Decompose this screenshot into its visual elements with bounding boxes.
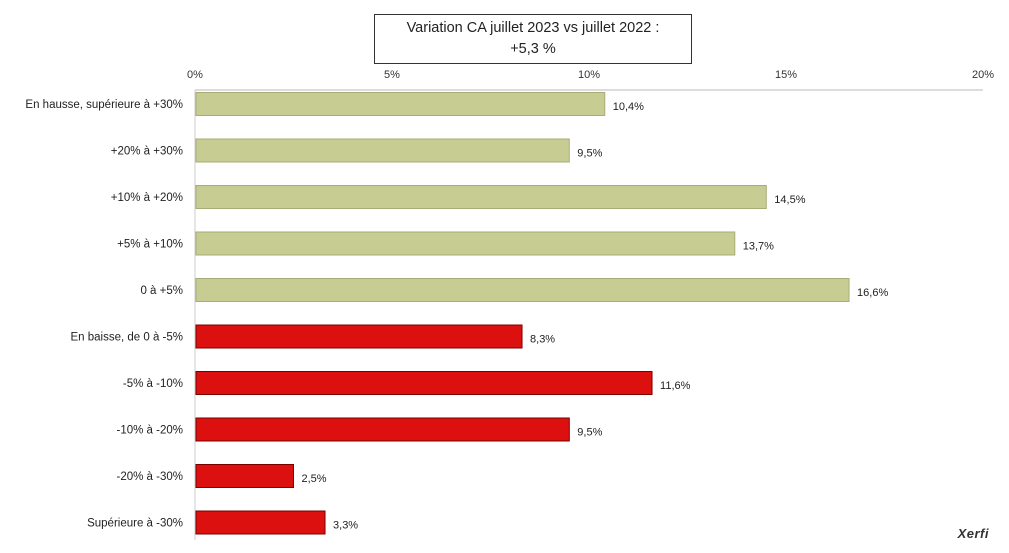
category-label: +10% à +20% [111, 192, 183, 204]
category-label: -10% à -20% [117, 425, 183, 437]
category-label: +20% à +30% [111, 146, 183, 158]
category-label: En hausse, supérieure à +30% [25, 99, 183, 111]
category-label: -20% à -30% [117, 471, 183, 483]
category-label: +5% à +10% [117, 239, 183, 251]
chart-title-line-1: Variation CA juillet 2023 vs juillet 202… [406, 20, 660, 36]
bar [195, 138, 570, 163]
bar [195, 92, 606, 116]
data-label: 13,7% [743, 241, 774, 253]
chart-title-line-2: +5,3 % [510, 41, 556, 57]
category-label: Supérieure à -30% [87, 518, 183, 530]
data-label: 8,3% [530, 334, 555, 346]
x-tick-label: 15% [775, 69, 797, 81]
bar [195, 371, 653, 395]
data-label: 9,5% [577, 427, 602, 439]
data-label: 9,5% [577, 148, 602, 160]
x-tick-label: 10% [578, 69, 600, 81]
data-label: 10,4% [613, 101, 644, 113]
data-label: 3,3% [333, 520, 358, 532]
category-label: 0 à +5% [140, 285, 183, 297]
bar [195, 417, 570, 442]
x-tick-label: 5% [384, 69, 400, 81]
category-label: En baisse, de 0 à -5% [70, 332, 183, 344]
bar [195, 231, 736, 256]
data-label: 2,5% [302, 473, 327, 485]
brand-logo: Xerfi [957, 526, 989, 541]
data-label: 14,5% [774, 194, 805, 206]
chart-title: Variation CA juillet 2023 vs juillet 202… [374, 14, 692, 64]
data-label: 16,6% [857, 287, 888, 299]
bar [195, 464, 294, 488]
bar [195, 278, 850, 302]
x-tick-label: 20% [972, 69, 994, 81]
category-label: -5% à -10% [123, 378, 183, 390]
bar [195, 510, 326, 535]
bar [195, 185, 767, 209]
bar [195, 324, 523, 349]
data-label: 11,6% [660, 380, 691, 392]
x-tick-label: 0% [187, 69, 203, 81]
